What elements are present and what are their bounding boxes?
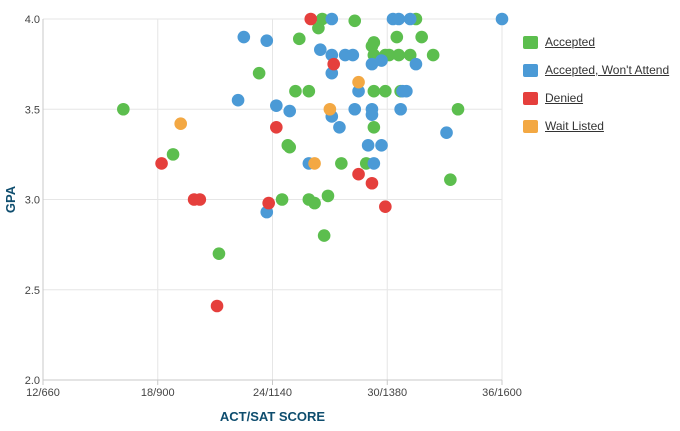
- data-point[interactable]: [365, 176, 379, 190]
- data-points: [117, 12, 509, 313]
- x-tick-label: 18/900: [141, 387, 175, 399]
- data-point[interactable]: [314, 43, 327, 56]
- y-tick-label: 2.0: [25, 375, 40, 387]
- data-point[interactable]: [367, 121, 381, 134]
- data-point[interactable]: [174, 117, 187, 130]
- data-point[interactable]: [166, 148, 180, 161]
- series-3: [174, 75, 365, 170]
- legend-swatch-denied: [523, 91, 538, 105]
- legend-swatch-accepted-wont-attend: [523, 63, 538, 77]
- data-point[interactable]: [212, 247, 226, 260]
- legend-item-denied[interactable]: Denied: [523, 84, 669, 112]
- data-point[interactable]: [348, 14, 362, 28]
- series-2: [155, 12, 392, 313]
- data-point[interactable]: [231, 93, 245, 107]
- x-axis-ticks: 12/660 18/900 24/1140 30/1380 36/1600: [26, 380, 522, 399]
- data-point[interactable]: [367, 84, 381, 98]
- chart-legend: Accepted Accepted, Won't Attend Denied W…: [523, 28, 669, 140]
- data-point[interactable]: [444, 173, 457, 186]
- legend-item-wait-listed[interactable]: Wait Listed: [523, 112, 669, 140]
- data-point[interactable]: [403, 12, 417, 26]
- data-point[interactable]: [317, 229, 331, 242]
- data-point[interactable]: [304, 12, 318, 26]
- data-point[interactable]: [400, 84, 413, 98]
- data-point[interactable]: [352, 75, 365, 89]
- data-point[interactable]: [302, 84, 316, 98]
- data-point[interactable]: [210, 299, 224, 313]
- data-point[interactable]: [193, 193, 207, 206]
- data-point[interactable]: [270, 121, 283, 134]
- data-point[interactable]: [308, 157, 321, 170]
- series-0: [117, 12, 465, 260]
- legend-item-accepted[interactable]: Accepted: [523, 28, 669, 56]
- data-point[interactable]: [379, 84, 392, 98]
- x-tick-label: 36/1600: [482, 387, 522, 399]
- data-point[interactable]: [426, 48, 440, 62]
- data-point[interactable]: [289, 84, 302, 98]
- legend-label-denied: Denied: [545, 91, 584, 105]
- data-point[interactable]: [390, 30, 404, 44]
- data-point[interactable]: [252, 66, 266, 80]
- data-point[interactable]: [260, 34, 274, 47]
- data-point[interactable]: [365, 57, 379, 71]
- data-point[interactable]: [155, 157, 168, 170]
- data-point[interactable]: [333, 121, 346, 134]
- legend-label-accepted-wont-attend: Accepted, Won't Attend: [545, 63, 670, 77]
- data-point[interactable]: [440, 126, 453, 140]
- y-tick-label: 4.0: [25, 14, 40, 26]
- data-point[interactable]: [367, 36, 381, 49]
- data-point[interactable]: [292, 32, 306, 46]
- data-point[interactable]: [367, 157, 381, 170]
- data-point[interactable]: [352, 167, 365, 181]
- data-point[interactable]: [315, 12, 329, 26]
- x-tick-label: 24/1140: [253, 387, 292, 399]
- y-tick-label: 2.5: [25, 285, 40, 297]
- legend-swatch-wait-listed: [523, 119, 538, 133]
- data-point[interactable]: [237, 30, 251, 44]
- legend-label-wait-listed: Wait Listed: [545, 119, 604, 133]
- data-point[interactable]: [270, 99, 283, 112]
- y-axis-ticks: 2.0 2.5 3.0 3.5 4.0: [25, 14, 40, 387]
- data-point[interactable]: [392, 12, 406, 26]
- data-point[interactable]: [348, 102, 362, 116]
- data-point[interactable]: [451, 102, 465, 116]
- y-tick-label: 3.5: [25, 104, 40, 116]
- data-point[interactable]: [392, 48, 406, 62]
- data-point[interactable]: [415, 30, 428, 44]
- legend-item-accepted-wont-attend[interactable]: Accepted, Won't Attend: [523, 56, 669, 84]
- data-point[interactable]: [117, 102, 130, 116]
- data-point[interactable]: [335, 157, 348, 170]
- y-tick-label: 3.0: [25, 195, 40, 207]
- data-point[interactable]: [275, 193, 289, 206]
- data-point[interactable]: [308, 196, 321, 210]
- x-tick-label: 30/1380: [367, 387, 407, 399]
- data-point[interactable]: [379, 200, 392, 214]
- data-point[interactable]: [346, 48, 360, 62]
- data-point[interactable]: [394, 102, 407, 116]
- data-point[interactable]: [262, 196, 275, 210]
- data-point[interactable]: [283, 140, 297, 154]
- data-point[interactable]: [352, 84, 365, 98]
- data-point[interactable]: [327, 57, 341, 71]
- legend-swatch-accepted: [523, 35, 538, 49]
- data-point[interactable]: [365, 108, 379, 121]
- data-point[interactable]: [495, 12, 509, 26]
- y-axis-title: GPA: [3, 185, 18, 213]
- data-point[interactable]: [375, 139, 388, 152]
- data-point[interactable]: [323, 102, 337, 116]
- x-axis-title: ACT/SAT SCORE: [220, 409, 326, 424]
- data-point[interactable]: [325, 12, 339, 26]
- data-point[interactable]: [409, 57, 423, 71]
- data-point[interactable]: [375, 54, 388, 67]
- data-point[interactable]: [283, 104, 297, 118]
- legend-label-accepted: Accepted: [545, 35, 596, 49]
- data-point[interactable]: [361, 139, 375, 152]
- data-point[interactable]: [321, 189, 335, 203]
- x-tick-label: 12/660: [26, 387, 60, 399]
- data-point[interactable]: [403, 48, 417, 62]
